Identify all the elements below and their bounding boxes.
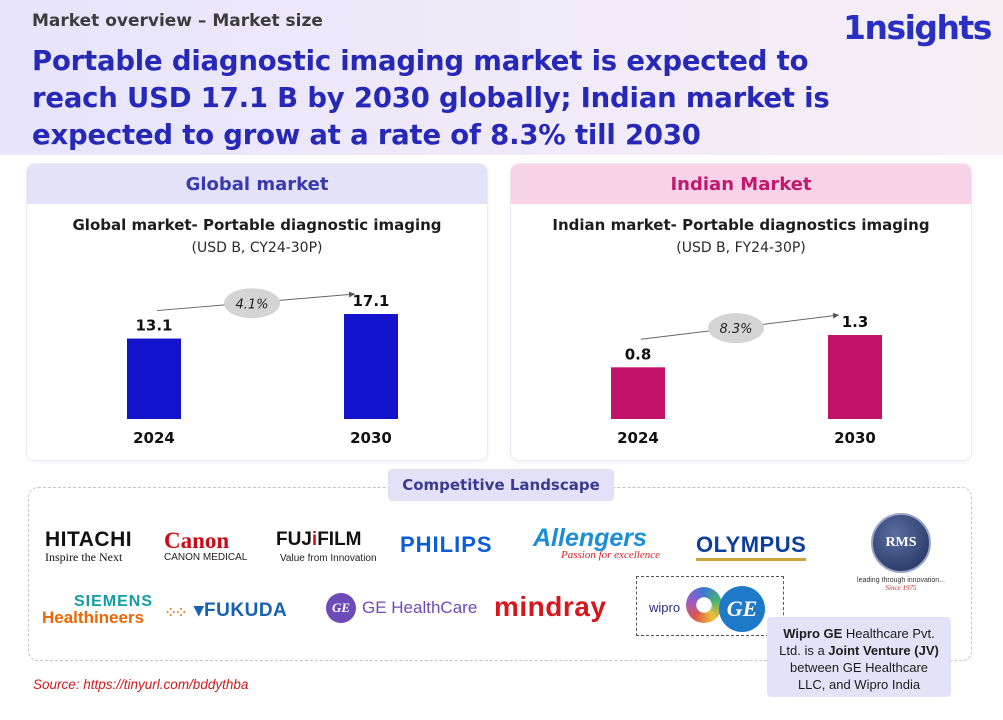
- global-value-label: 13.1: [135, 317, 172, 335]
- rms-logo: RMS leading through innovation... Since …: [855, 513, 947, 592]
- header-band: [0, 0, 1003, 155]
- hitachi-logo: HITACHI Inspire the Next: [45, 528, 132, 565]
- indian-bar-chart: 0.8 2024 1.3 2030 8.3%: [611, 312, 882, 447]
- global-bar-chart: 13.1 2024 17.1 2030 4.1%: [127, 288, 398, 447]
- india-category-label: 2030: [834, 429, 876, 447]
- indian-panel-header: Indian Market: [511, 164, 971, 204]
- siemens-dots-icon: ⁘⁘: [164, 603, 188, 622]
- fujifilm-logo: FUJiFILM Value from Innovation: [276, 529, 377, 564]
- global-chart-subtitle: (USD B, CY24-30P): [191, 240, 323, 256]
- breadcrumb: Market overview – Market size: [32, 11, 323, 31]
- canon-logo: Canon CANON MEDICAL: [164, 528, 247, 563]
- fukuda-emblem-icon: ▾: [194, 600, 205, 621]
- global-category-label: 2030: [350, 429, 392, 447]
- global-panel-header: Global market: [27, 164, 487, 204]
- rms-tagline: leading through innovation...: [857, 577, 945, 584]
- olympus-logo: OLYMPUS: [696, 534, 807, 561]
- jv-note: Wipro GE Healthcare Pvt. Ltd. is a Joint…: [767, 617, 951, 697]
- jv-note-part-3: Joint Venture (JV): [828, 643, 939, 658]
- fujifilm-part-c: FILM: [317, 529, 362, 550]
- wipro-logo: wipro: [649, 600, 681, 615]
- global-value-label: 17.1: [352, 292, 389, 310]
- ge-healthcare-wordmark: GE HealthCare: [362, 598, 478, 617]
- india-bar-2024: [611, 367, 665, 419]
- hitachi-tagline: Inspire the Next: [45, 550, 123, 564]
- page-title: Portable diagnostic imaging market is ex…: [32, 45, 830, 151]
- india-value-label: 0.8: [625, 345, 652, 363]
- allengers-wordmark: Allengers: [533, 524, 647, 552]
- indian-chart-subtitle: (USD B, FY24-30P): [676, 240, 806, 256]
- allengers-tagline: Passion for excellence: [561, 549, 660, 561]
- wipro-dots-icon: [686, 587, 722, 623]
- jv-note-part-4: between GE Healthcare LLC, and Wipro Ind…: [789, 660, 929, 692]
- competitive-landscape-label: Competitive Landscape: [388, 469, 614, 501]
- siemens-healthineers-logo: SIEMENS Healthineers ⁘⁘: [42, 593, 188, 628]
- global-market-panel: Global market Global market- Portable di…: [27, 164, 487, 460]
- india-category-label: 2024: [617, 429, 659, 447]
- indian-chart-title: Indian market- Portable diagnostics imag…: [552, 216, 930, 234]
- jv-note-part-2: Healthcare Pvt. Ltd. is a: [779, 626, 935, 658]
- global-category-label: 2024: [133, 429, 175, 447]
- insights-logo: 1nsights: [843, 8, 992, 47]
- ge-healthcare-logo: GE GE HealthCare: [326, 593, 477, 623]
- mindray-logo: mindray: [494, 591, 607, 622]
- canon-tagline: CANON MEDICAL: [164, 552, 248, 563]
- fujifilm-tagline: Value from Innovation: [280, 553, 377, 564]
- india-growth-label: 8.3%: [719, 322, 752, 337]
- fujifilm-part-a: FUJ: [276, 529, 312, 550]
- global-bar-2024: [127, 338, 181, 419]
- ge-monogram-icon: GE: [719, 586, 765, 632]
- wipro-ge-jv-box: [636, 576, 784, 636]
- fukuda-wordmark: FUKUDA: [204, 600, 288, 621]
- fukuda-logo: ▾FUKUDA: [194, 599, 287, 622]
- ge-monogram-icon: GE: [326, 593, 356, 623]
- india-bar-2030: [828, 335, 882, 419]
- india-growth-bubble: [708, 313, 764, 344]
- fujifilm-wordmark: FUJiFILM: [276, 529, 377, 551]
- global-growth-label: 4.1%: [235, 297, 268, 312]
- jv-note-part-1: Wipro GE: [783, 626, 843, 641]
- india-value-label: 1.3: [842, 313, 869, 331]
- siemens-wordmark: SIEMENS: [74, 593, 154, 610]
- global-growth-bubble: [224, 288, 280, 319]
- canon-wordmark: Canon: [164, 528, 230, 553]
- global-bar-2030: [344, 314, 398, 419]
- rms-since: Since 1975: [885, 584, 917, 592]
- philips-logo: PHILIPS: [400, 532, 493, 557]
- fujifilm-part-b: i: [311, 529, 318, 550]
- hitachi-wordmark: HITACHI: [45, 528, 133, 551]
- rms-emblem: RMS: [871, 513, 931, 573]
- source-note: Source: https://tinyurl.com/bddythba: [33, 677, 249, 692]
- healthineers-wordmark: Healthineers: [42, 608, 145, 627]
- global-chart-title: Global market- Portable diagnostic imagi…: [72, 216, 442, 234]
- allengers-logo: Allengers Passion for excellence: [533, 524, 660, 561]
- indian-market-panel: Indian Market Indian market- Portable di…: [511, 164, 971, 460]
